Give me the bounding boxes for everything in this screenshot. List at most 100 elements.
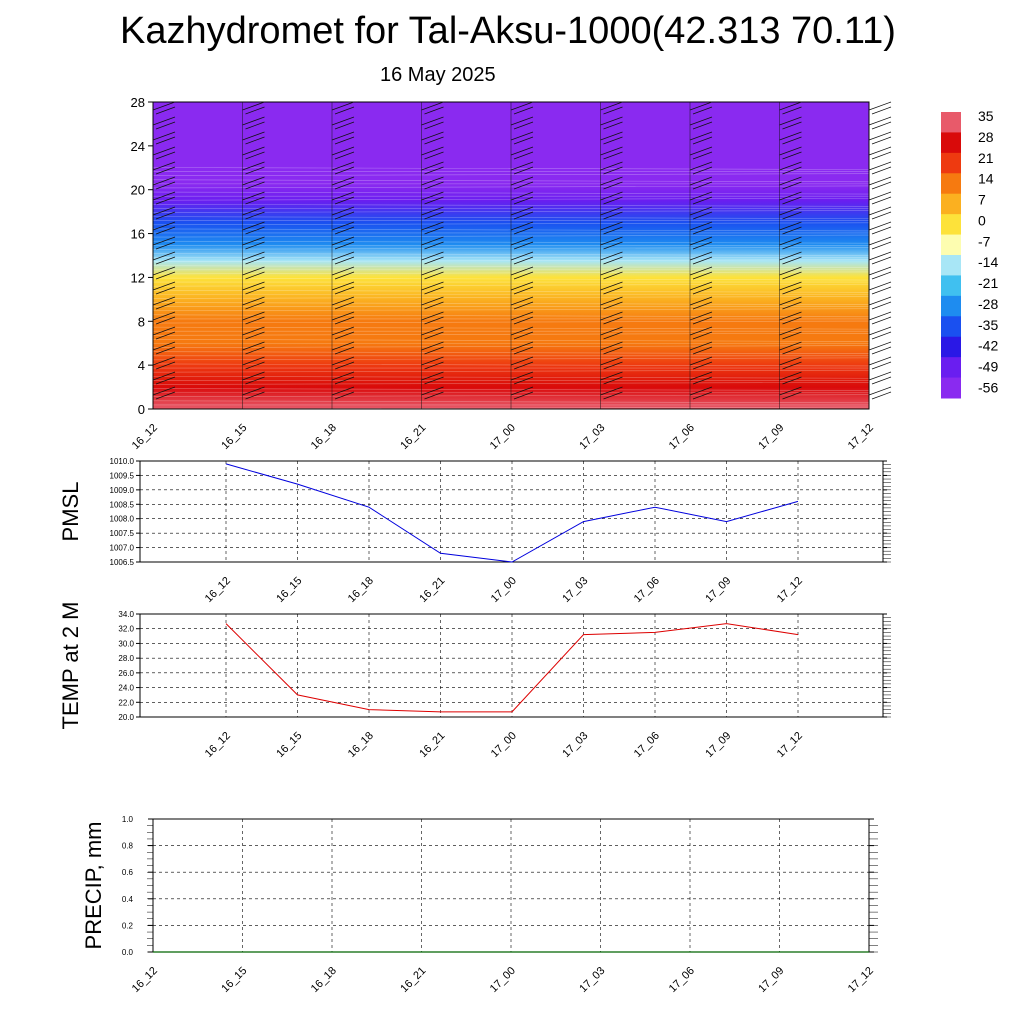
wind-barb: [779, 236, 802, 246]
y-tick-label: 16: [131, 227, 145, 242]
wind-barb: [155, 241, 176, 250]
wind-barb: [155, 301, 176, 310]
x-tick-label: 16_21: [417, 730, 447, 760]
wind-barb: [421, 326, 444, 336]
wind-barb: [331, 161, 355, 171]
wind-barb: [871, 106, 892, 115]
wind-barb: [242, 221, 265, 231]
wind-barb: [331, 251, 355, 261]
wind-barb: [245, 286, 265, 295]
chart-date: 16 May 2025: [380, 64, 496, 86]
wind-barb: [692, 271, 713, 280]
wind-barb: [152, 116, 176, 126]
wind-barb: [779, 296, 802, 306]
wind-barb: [421, 221, 444, 231]
wind-barb: [868, 371, 892, 381]
wind-barb: [600, 326, 623, 336]
wind-barb: [600, 176, 623, 186]
wind-barb: [689, 326, 713, 336]
wind-barb: [245, 316, 265, 325]
wind-barb: [152, 206, 176, 216]
wind-barb: [603, 136, 623, 145]
wind-barb: [152, 281, 176, 291]
wind-barb: [242, 311, 265, 321]
wind-barb: [334, 256, 355, 265]
wind-barb: [692, 196, 713, 205]
wind-barb: [334, 346, 355, 355]
wind-barb: [421, 176, 444, 186]
wind-barb: [421, 236, 444, 246]
wind-barb: [689, 146, 713, 156]
panel-frame: [139, 460, 884, 563]
wind-barb: [513, 391, 534, 400]
wind-barb: [421, 101, 444, 111]
wind-barb: [421, 131, 444, 141]
y-tick-label: 1009.5: [110, 471, 135, 480]
y-tick-label: 0.2: [122, 921, 134, 930]
wind-barb: [152, 356, 176, 366]
y-tick-label: 22.0: [118, 698, 134, 707]
x-tick-label: 16_18: [309, 965, 339, 995]
wind-barb: [513, 151, 534, 160]
wind-barb: [424, 181, 444, 190]
wind-barb: [689, 131, 713, 141]
wind-barb: [779, 176, 802, 186]
colorbar-segment: [941, 173, 961, 195]
wind-barb: [155, 361, 176, 370]
wind-barb: [871, 361, 892, 370]
wind-barb: [513, 181, 534, 190]
wind-barb: [152, 311, 176, 321]
colorbar-segment: [941, 255, 961, 276]
wind-barb: [242, 341, 265, 351]
wind-barb: [334, 316, 355, 325]
colorbar-label: -14: [978, 254, 998, 270]
wind-barb: [424, 256, 444, 265]
wind-barb: [424, 376, 444, 385]
wind-barb: [242, 371, 265, 381]
wind-barb: [782, 121, 802, 130]
wind-barb: [689, 221, 713, 231]
wind-barb: [510, 131, 534, 141]
wind-barb: [513, 226, 534, 235]
wind-barb: [245, 151, 265, 160]
wind-barb: [692, 301, 713, 310]
wind-barb: [692, 166, 713, 175]
wind-barb: [334, 241, 355, 250]
wind-barb: [779, 131, 802, 141]
wind-barb: [600, 101, 623, 111]
wind-barb: [603, 211, 623, 220]
wind-barb: [600, 341, 623, 351]
wind-barb: [510, 371, 534, 381]
wind-barb: [245, 331, 265, 340]
wind-barb: [600, 281, 623, 291]
x-tick-label: 17_12: [846, 965, 876, 995]
wind-barb: [334, 361, 355, 370]
wind-barb: [871, 211, 892, 220]
wind-barb: [334, 121, 355, 130]
wind-barb: [421, 146, 444, 156]
wind-barb: [242, 101, 265, 111]
wind-barb: [782, 346, 802, 355]
wind-barb: [871, 316, 892, 325]
x-tick-label: 17_03: [560, 575, 590, 605]
wind-barb: [603, 361, 623, 370]
wind-barb: [689, 386, 713, 396]
wind-barb: [871, 286, 892, 295]
wind-barb: [152, 191, 176, 201]
wind-barb: [513, 136, 534, 145]
wind-barb: [155, 316, 176, 325]
wind-barb: [689, 251, 713, 261]
wind-barb: [871, 376, 892, 385]
y-axis-label: PRECIP, mm: [81, 822, 106, 950]
wind-barb: [689, 341, 713, 351]
wind-barb: [692, 316, 713, 325]
wind-barb: [510, 206, 534, 216]
x-tick-label: 16_18: [309, 422, 339, 452]
wind-barb: [689, 176, 713, 186]
wind-barb: [334, 391, 355, 400]
wind-barb: [692, 121, 713, 130]
colorbar-segment: [941, 152, 961, 174]
wind-barb: [242, 251, 265, 261]
wind-barb: [689, 311, 713, 321]
y-tick-label: 0.0: [122, 948, 134, 957]
